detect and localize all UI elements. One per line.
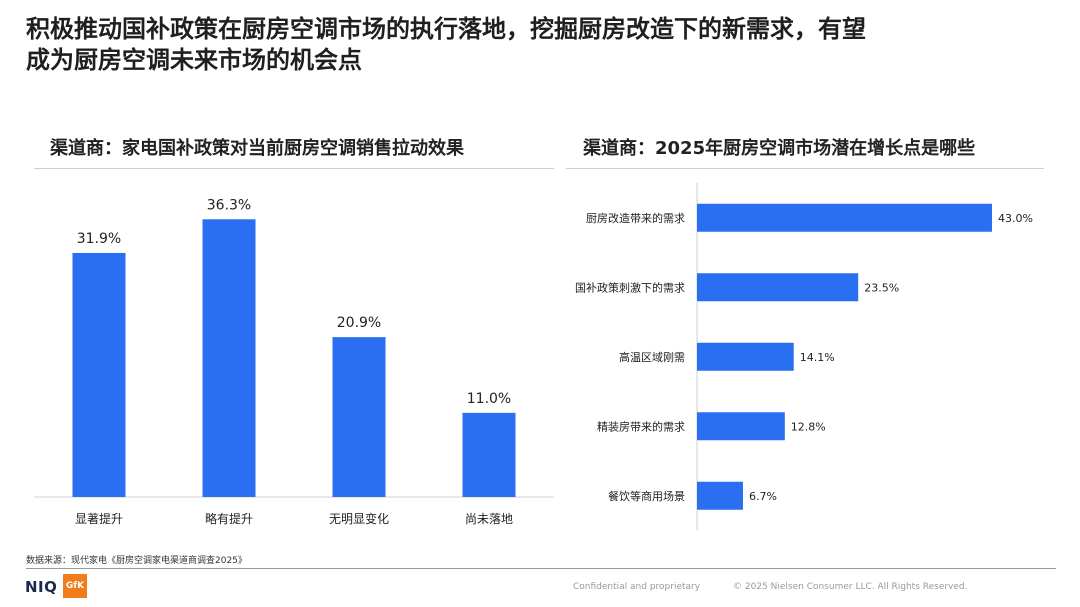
- niq-logo: NIQ: [25, 578, 58, 596]
- left-bar-0: [72, 252, 126, 497]
- right-chart-title: 渠道商：2025年厨房空调市场潜在增长点是哪些: [583, 138, 976, 159]
- left-chart-title: 渠道商：家电国补政策对当前厨房空调销售拉动效果: [50, 138, 464, 159]
- page-title-line1: 积极推动国补政策在厨房空调市场的执行落地，挖掘厨房改造下的新需求，有望: [26, 15, 866, 43]
- right-bar-0: [697, 203, 992, 232]
- right-bar-value-label-0: 43.0%: [998, 212, 1033, 225]
- left-bar-3: [462, 412, 516, 497]
- gfk-logo: GfK: [63, 574, 87, 598]
- right-bar-2: [697, 342, 794, 371]
- left-bar-value-label-1: 36.3%: [207, 197, 251, 213]
- footer-copyright: © 2025 Nielsen Consumer LLC. All Rights …: [733, 582, 968, 592]
- right-bar-value-label-3: 12.8%: [791, 420, 826, 433]
- left-category-label-3: 尚未落地: [465, 512, 513, 526]
- left-bar-value-label-0: 31.9%: [77, 231, 121, 247]
- right-bar-value-label-1: 23.5%: [864, 281, 899, 294]
- page-title-line2: 成为厨房空调未来市场的机会点: [26, 46, 362, 74]
- right-bar-3: [697, 412, 785, 441]
- right-category-label-0: 厨房改造带来的需求: [586, 211, 685, 225]
- left-category-label-1: 略有提升: [205, 511, 253, 526]
- right-category-label-3: 精装房带来的需求: [597, 419, 685, 433]
- right-bar-1: [697, 273, 859, 302]
- right-category-label-4: 餐饮等商用场景: [608, 489, 685, 503]
- footer-confidential: Confidential and proprietary: [573, 582, 701, 592]
- left-bar-1: [202, 219, 256, 497]
- right-chart-divider: [566, 168, 1044, 169]
- left-category-label-0: 显著提升: [75, 511, 123, 526]
- left-bar-value-label-2: 20.9%: [337, 315, 381, 331]
- page-title: 积极推动国补政策在厨房空调市场的执行落地，挖掘厨房改造下的新需求，有望 成为厨房…: [26, 14, 1056, 76]
- data-source-note: 数据来源：现代家电《厨房空调家电渠道商调查2025》: [26, 556, 247, 566]
- left-chart-divider: [34, 168, 554, 169]
- right-category-label-2: 高温区域刚需: [619, 350, 685, 364]
- right-category-label-1: 国补政策刺激下的需求: [575, 280, 685, 294]
- right-bar-value-label-2: 14.1%: [800, 351, 835, 364]
- right-bar-4: [697, 481, 743, 510]
- right-bar-value-label-4: 6.7%: [749, 490, 777, 503]
- left-bar-value-label-3: 11.0%: [467, 391, 511, 407]
- left-bar-2: [332, 337, 386, 497]
- footer-divider: [26, 568, 1056, 569]
- left-category-label-2: 无明显变化: [329, 511, 389, 526]
